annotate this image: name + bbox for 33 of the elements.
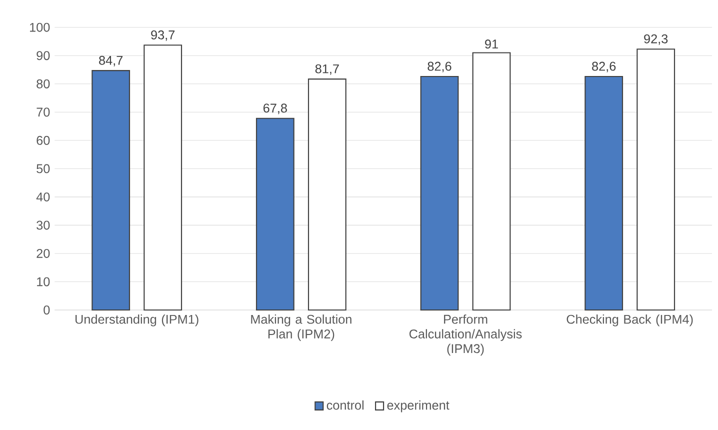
y-tick-label: 70 — [36, 108, 50, 117]
data-label: 92,3 — [644, 34, 668, 45]
legend-label: experiment — [387, 400, 450, 412]
x-tick-label: Perform Calculation/Analysis (IPM3) — [409, 314, 522, 356]
data-label: 93,7 — [151, 30, 175, 41]
y-tick-label: 90 — [36, 51, 50, 60]
y-tick-label: 10 — [37, 277, 50, 286]
data-label: 67,8 — [263, 104, 287, 114]
bar — [256, 118, 294, 311]
y-tick-label: 100 — [30, 22, 50, 32]
y-tick-label: 60 — [36, 136, 50, 145]
y-tick-label: 40 — [36, 192, 50, 202]
data-label: 81,7 — [315, 64, 339, 75]
data-label: 82,6 — [428, 62, 452, 72]
y-tick-label: 20 — [36, 248, 50, 258]
bar — [636, 48, 676, 311]
legend-label: control — [326, 400, 364, 410]
y-tick-label: 50 — [36, 164, 50, 174]
bar — [308, 78, 346, 311]
x-tick-label: Understanding (IPM1) — [76, 314, 198, 326]
x-tick-label: Making a Solution Plan (IPM2) — [251, 314, 352, 341]
bar — [584, 76, 624, 311]
bar — [144, 44, 182, 311]
bar — [472, 52, 511, 311]
bar — [420, 76, 459, 311]
bar — [92, 70, 130, 311]
data-label: 91 — [485, 40, 498, 49]
y-tick-label: 0 — [44, 306, 50, 314]
data-label: 82,6 — [592, 62, 616, 72]
data-label: 84,7 — [99, 56, 123, 66]
y-tick-label: 80 — [36, 79, 50, 88]
y-tick-label: 30 — [36, 220, 50, 230]
x-tick-label: Checking Back (IPM4) — [566, 314, 693, 326]
